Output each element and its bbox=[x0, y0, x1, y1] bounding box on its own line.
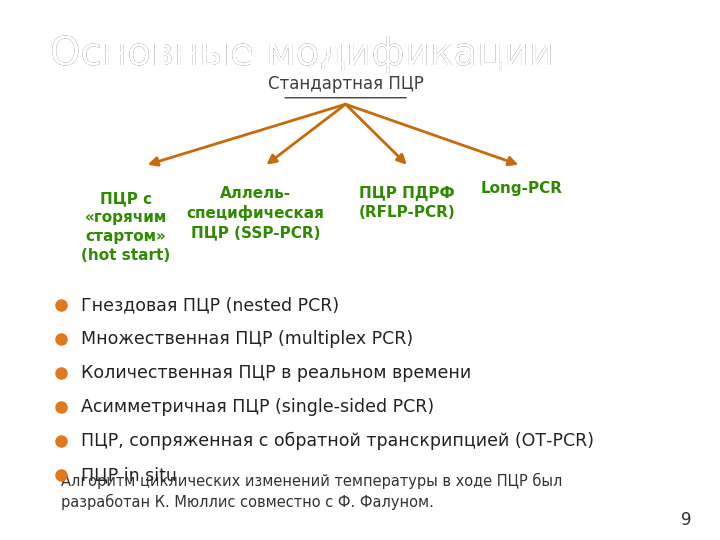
Text: Количественная ПЦР в реальном времени: Количественная ПЦР в реальном времени bbox=[81, 364, 472, 382]
Text: Основные модификации: Основные модификации bbox=[50, 35, 567, 73]
Text: 9: 9 bbox=[680, 511, 691, 529]
Text: Гнездовая ПЦР (nested PCR): Гнездовая ПЦР (nested PCR) bbox=[81, 296, 340, 314]
Text: Long-PCR: Long-PCR bbox=[481, 181, 563, 196]
Text: PCR: PCR bbox=[717, 35, 720, 73]
Text: Стандартная ПЦР: Стандартная ПЦР bbox=[268, 75, 423, 93]
Text: Множественная ПЦР (multiplex PCR): Множественная ПЦР (multiplex PCR) bbox=[81, 330, 413, 348]
Text: ПЦР, сопряженная с обратной транскрипцией (ОТ-PCR): ПЦР, сопряженная с обратной транскрипцие… bbox=[81, 432, 595, 450]
Text: Асимметричная ПЦР (single-sided PCR): Асимметричная ПЦР (single-sided PCR) bbox=[81, 398, 434, 416]
Text: ПЦР с
«горячим
стартом»
(hot start): ПЦР с «горячим стартом» (hot start) bbox=[81, 192, 171, 262]
Text: ПЦР ПДРФ
(RFLP-PCR): ПЦР ПДРФ (RFLP-PCR) bbox=[359, 186, 455, 220]
Text: Аллель-
специфическая
ПЦР (SSP-PCR): Аллель- специфическая ПЦР (SSP-PCR) bbox=[186, 186, 325, 240]
Text: Основные модификации: Основные модификации bbox=[50, 35, 567, 73]
Text: Алгоритм циклических изменений температуры в ходе ПЦР был
разработан К. Мюллис с: Алгоритм циклических изменений температу… bbox=[61, 472, 562, 510]
Text: ПЦР in situ: ПЦР in situ bbox=[81, 466, 177, 484]
